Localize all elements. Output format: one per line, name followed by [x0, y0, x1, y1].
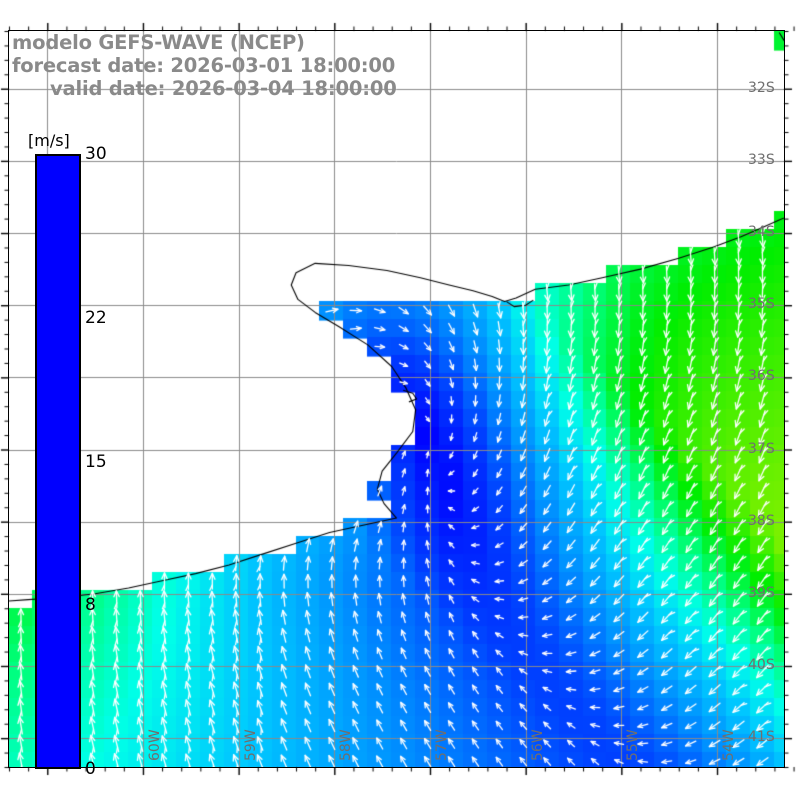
colorbar-tick-0: 0: [85, 759, 96, 779]
title-model-line: modelo GEFS-WAVE (NCEP): [12, 31, 305, 54]
latitude-label-35S: 35S: [748, 296, 775, 313]
figure-title: modelo GEFS-WAVE (NCEP) forecast date: 2…: [8, 31, 528, 100]
longitude-label-54W: 54W: [721, 729, 738, 761]
latitude-label-33S: 33S: [748, 151, 775, 168]
title-forecast-date-line: forecast date: 2026-03-01 18:00:00: [12, 54, 396, 77]
longitude-label-59W: 59W: [242, 729, 259, 761]
colorbar-unit-label: [m/s]: [28, 131, 70, 150]
longitude-label-55W: 55W: [625, 729, 642, 761]
title-valid-date-line: valid date: 2026-03-04 18:00:00: [50, 77, 397, 100]
longitude-label-58W: 58W: [338, 729, 355, 761]
colorbar-tick-15: 15: [85, 451, 107, 472]
colorbar-tick-22: 22: [85, 308, 107, 328]
longitude-label-60W: 60W: [146, 729, 163, 761]
latitude-label-36S: 36S: [748, 368, 775, 385]
colorbar-gradient: [37, 156, 79, 767]
latitude-label-38S: 38S: [748, 512, 775, 529]
colorbar-tick-8: 8: [85, 595, 96, 615]
latitude-label-40S: 40S: [748, 656, 775, 673]
colorbar-tick-30: 30: [85, 144, 107, 164]
latitude-label-34S: 34S: [748, 224, 775, 241]
latitude-label-39S: 39S: [748, 584, 775, 601]
colorbar-gradient-box: [35, 154, 81, 769]
latitude-label-32S: 32S: [748, 79, 775, 96]
latitude-label-37S: 37S: [748, 440, 775, 457]
colorbar[interactable]: [35, 154, 81, 769]
longitude-label-57W: 57W: [433, 729, 450, 761]
longitude-label-56W: 56W: [529, 729, 546, 761]
latitude-label-41S: 41S: [748, 729, 775, 746]
